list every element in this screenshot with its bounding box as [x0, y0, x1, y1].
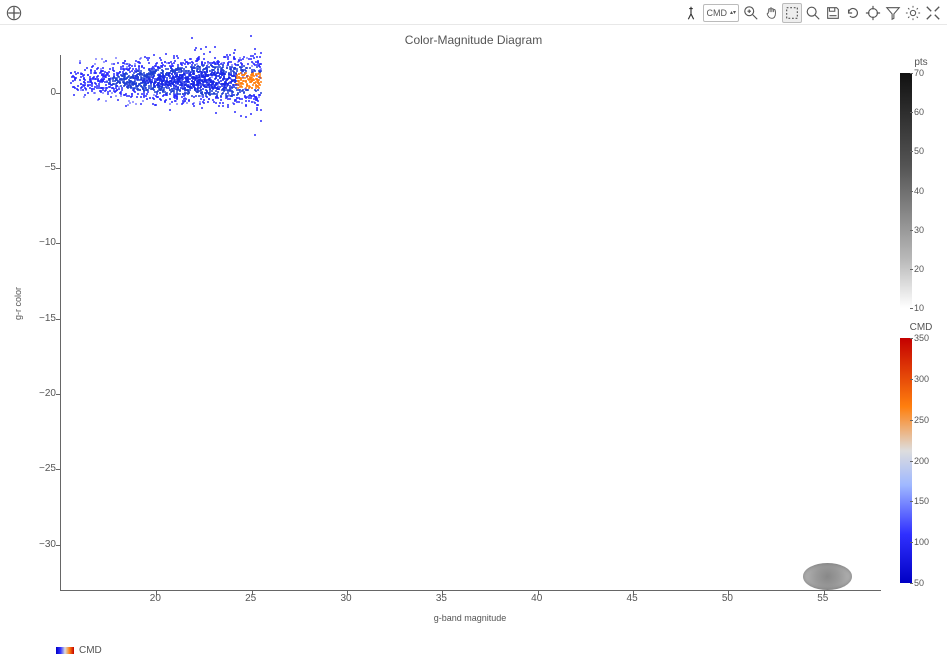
colorbar-tick: 60	[914, 107, 924, 117]
colorbar-tick: 300	[914, 374, 929, 384]
filter-button[interactable]	[884, 4, 902, 22]
fullscreen-button[interactable]	[924, 4, 942, 22]
y-tick: −30	[16, 539, 56, 550]
legend: CMD	[56, 645, 102, 656]
y-tick: −25	[16, 463, 56, 474]
colorbar-tick: 40	[914, 186, 924, 196]
pin-button[interactable]	[682, 4, 700, 22]
colorbar-tick: 200	[914, 456, 929, 466]
zoom-reset-button[interactable]	[804, 4, 822, 22]
pts-blob	[803, 563, 853, 590]
colorbar-tick: 250	[914, 415, 929, 425]
x-tick: 35	[436, 593, 447, 604]
colorbar-pts: pts 70605040302010	[900, 73, 942, 308]
x-tick: 20	[150, 593, 161, 604]
x-tick-labels: 20 25 30 35 40 45 50 55	[60, 593, 880, 607]
chart-title: Color-Magnitude Diagram	[0, 33, 947, 47]
legend-swatch-cmd	[56, 647, 74, 654]
plot-area[interactable]	[60, 55, 881, 591]
y-tick: −10	[16, 237, 56, 248]
colorbar-tick: 100	[914, 537, 929, 547]
colorbar-tick: 30	[914, 225, 924, 235]
colorbar-cmd-title: CMD	[900, 322, 942, 333]
y-tick-labels: 0 −5 −10 −15 −20 −25 −30	[12, 55, 56, 590]
y-tick: −20	[16, 388, 56, 399]
colorbar-tick: 50	[914, 578, 924, 588]
x-axis-label: g-band magnitude	[60, 613, 880, 623]
colorbar-tick: 10	[914, 303, 924, 313]
select-arrows-icon: ▴▾	[730, 11, 736, 15]
series-select-label: CMD	[706, 8, 727, 18]
colorbar-tick: 150	[914, 496, 929, 506]
refresh-button[interactable]	[844, 4, 862, 22]
colorbar-tick: 350	[914, 333, 929, 343]
legend-label-cmd: CMD	[79, 645, 102, 656]
series-select[interactable]: CMD ▴▾	[703, 4, 739, 22]
colorbar-tick: 50	[914, 146, 924, 156]
x-tick: 45	[627, 593, 638, 604]
colorbar-pts-title: pts	[900, 57, 942, 68]
y-tick: 0	[16, 87, 56, 98]
x-tick: 40	[531, 593, 542, 604]
settings-button[interactable]	[904, 4, 922, 22]
y-tick: −15	[16, 313, 56, 324]
x-tick: 50	[722, 593, 733, 604]
x-tick: 30	[340, 593, 351, 604]
box-select-button[interactable]	[782, 3, 802, 23]
save-button[interactable]	[824, 4, 842, 22]
colorbar-tick: 70	[914, 68, 924, 78]
add-plot-button[interactable]	[5, 4, 23, 22]
zoom-in-button[interactable]	[742, 4, 760, 22]
toolbar: CMD ▴▾	[0, 2, 947, 25]
colorbar-cmd: CMD 35030025020015010050	[900, 338, 942, 583]
x-tick: 55	[817, 593, 828, 604]
crosshair-button[interactable]	[864, 4, 882, 22]
x-tick: 25	[245, 593, 256, 604]
pan-button[interactable]	[762, 4, 780, 22]
colorbar-tick: 20	[914, 264, 924, 274]
figure: Color-Magnitude Diagram g-r color g-band…	[0, 25, 947, 657]
y-tick: −5	[16, 162, 56, 173]
